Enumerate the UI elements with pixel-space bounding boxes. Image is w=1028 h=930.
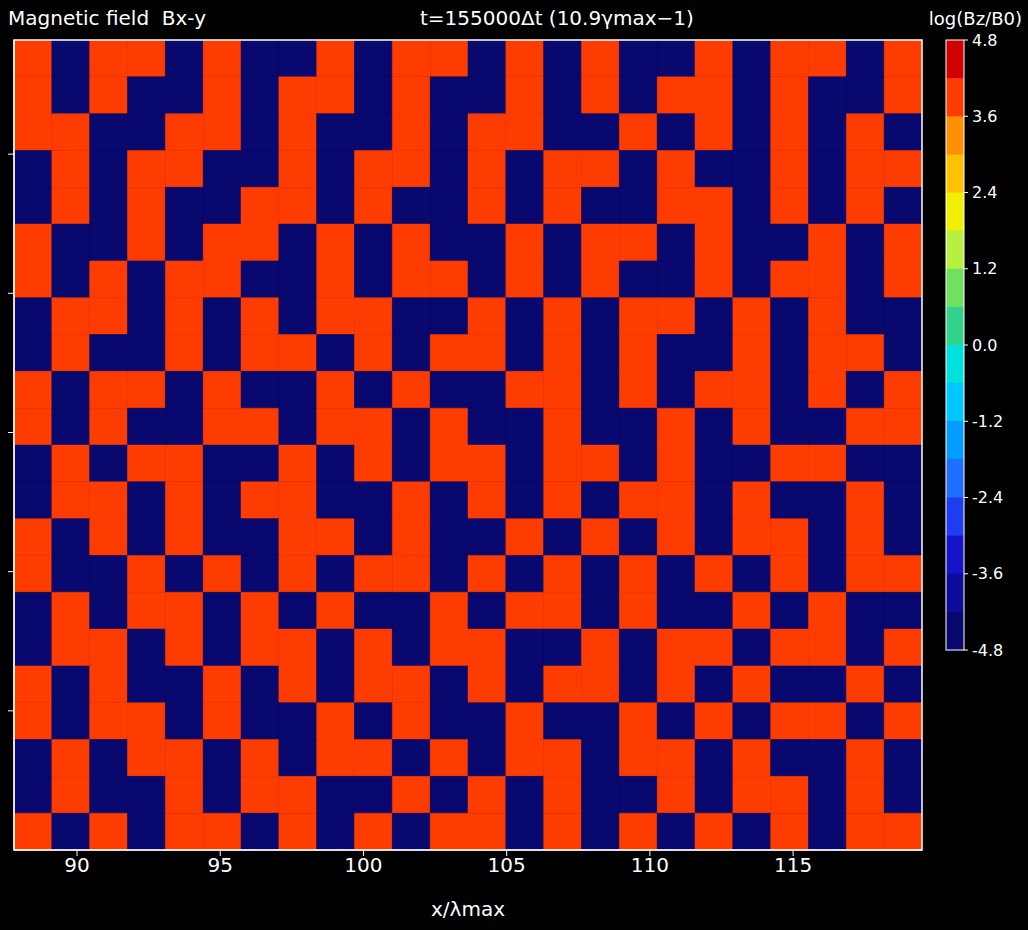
svg-text:90: 90 <box>64 853 89 877</box>
svg-text:105: 105 <box>488 853 526 877</box>
svg-text:115: 115 <box>774 853 812 877</box>
html-text:t=155000Δt (10.9γmax−1): t=155000Δt (10.9γmax−1) <box>420 6 694 30</box>
svg-text:3.6: 3.6 <box>972 107 997 126</box>
svg-text:-3.6: -3.6 <box>972 564 1003 583</box>
svg-text:110: 110 <box>631 853 669 877</box>
svg-text:-1.2: -1.2 <box>972 412 1003 431</box>
svg-text:95: 95 <box>208 853 233 877</box>
html-text:log(Bz/B0): log(Bz/B0) <box>928 8 1022 29</box>
svg-text:-2.4: -2.4 <box>972 488 1003 507</box>
svg-text:100: 100 <box>344 853 382 877</box>
svg-text:1.2: 1.2 <box>972 259 997 278</box>
svg-text:4.8: 4.8 <box>972 31 997 50</box>
svg-text:2.4: 2.4 <box>972 183 997 202</box>
svg-text:0.0: 0.0 <box>972 336 997 355</box>
html-text:Magnetic field Bx-y: Magnetic field Bx-y <box>8 6 207 30</box>
svg-text:x/λmax: x/λmax <box>431 897 505 921</box>
svg-text:-4.8: -4.8 <box>972 641 1003 660</box>
